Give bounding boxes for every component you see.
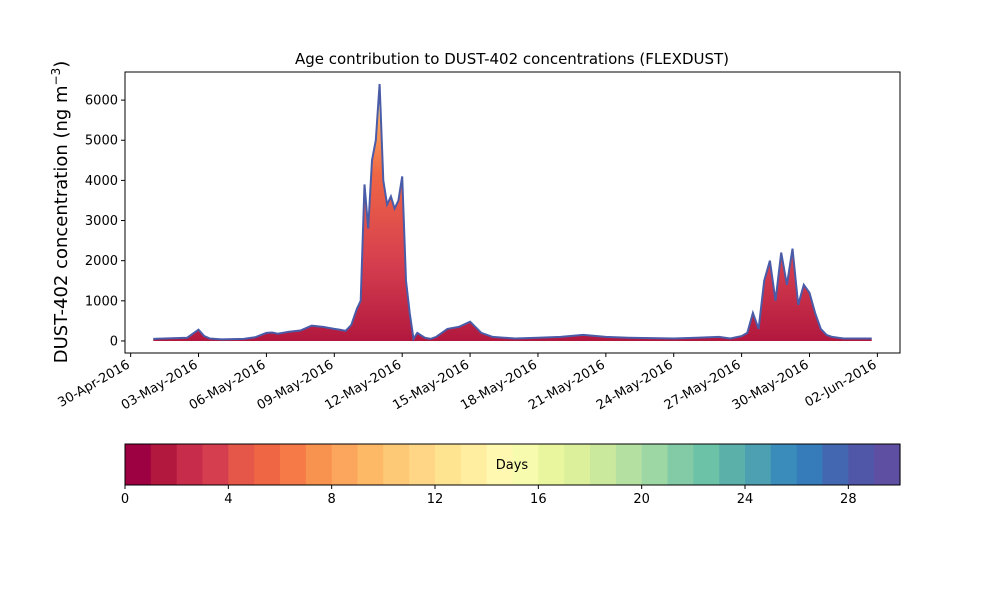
colorbar-swatch [409, 444, 436, 485]
colorbar-swatch [254, 444, 281, 485]
y-tick-label: 4000 [85, 174, 118, 189]
colorbar-tick-label: 4 [224, 492, 232, 507]
colorbar-swatch [383, 444, 410, 485]
colorbar-swatch [874, 444, 901, 485]
colorbar-swatch [822, 444, 849, 485]
total-line [153, 83, 872, 342]
colorbar-swatch [305, 444, 333, 485]
colorbar-swatch [693, 444, 720, 485]
colorbar-swatch [512, 444, 539, 485]
colorbar-tick-label: 28 [840, 492, 857, 507]
colorbar-swatch [796, 444, 824, 485]
colorbar-swatch [202, 444, 229, 485]
x-tick-label: 02-Jun-2016 [803, 357, 880, 410]
y-tick-label: 1000 [85, 294, 118, 309]
colorbar-swatch [590, 444, 617, 485]
colorbar-swatch [538, 444, 565, 485]
chart-title: Age contribution to DUST-402 concentrati… [295, 50, 729, 68]
y-tick-label: 2000 [85, 254, 118, 269]
colorbar-tick-label: 20 [633, 492, 650, 507]
y-tick-label: 5000 [85, 134, 118, 149]
colorbar: 0 4 8 12 16 20 24 28 [121, 443, 901, 507]
colorbar-tick-label: 12 [427, 492, 444, 507]
colorbar-swatch [848, 444, 875, 485]
colorbar-swatch [357, 444, 384, 485]
y-tick-label: 6000 [85, 94, 118, 109]
colorbar-swatch [667, 444, 694, 485]
y-tick-label: 3000 [85, 214, 118, 229]
colorbar-swatch [564, 444, 591, 485]
colorbar-swatch [280, 444, 307, 485]
colorbar-tick-label: 16 [530, 492, 547, 507]
colorbar-swatch [460, 444, 488, 485]
colorbar-tick-label: 8 [328, 492, 336, 507]
colorbar-swatch [125, 444, 152, 485]
y-tick-label: 0 [110, 334, 118, 349]
y-axis: 0 1000 2000 3000 4000 5000 6000 [85, 94, 125, 349]
colorbar-label: Days [496, 458, 529, 473]
colorbar-tick-label: 24 [737, 492, 754, 507]
plot-area [153, 83, 872, 342]
axes-frame [124, 71, 901, 354]
colorbar-swatch [770, 444, 798, 485]
x-axis: 30-Apr-201603-May-201606-May-201609-May-… [56, 353, 880, 413]
colorbar-swatch [331, 444, 359, 485]
colorbar-frame [124, 443, 901, 486]
colorbar-swatch [745, 444, 772, 485]
colorbar-swatch [719, 444, 746, 485]
colorbar-swatch [486, 444, 514, 485]
colorbar-swatch [435, 444, 462, 485]
colorbar-tick-label: 0 [121, 492, 129, 507]
colorbar-swatch [176, 444, 204, 485]
colorbar-swatch [228, 444, 255, 485]
colorbar-swatch [150, 444, 178, 485]
colorbar-swatch [641, 444, 669, 485]
stacked-area [153, 84, 872, 341]
x-tick-label: 30-May-2016 [730, 357, 812, 413]
y-axis-label: DUST-402 concentration (ng m−3) [49, 61, 72, 364]
colorbar-swatch [615, 444, 643, 485]
